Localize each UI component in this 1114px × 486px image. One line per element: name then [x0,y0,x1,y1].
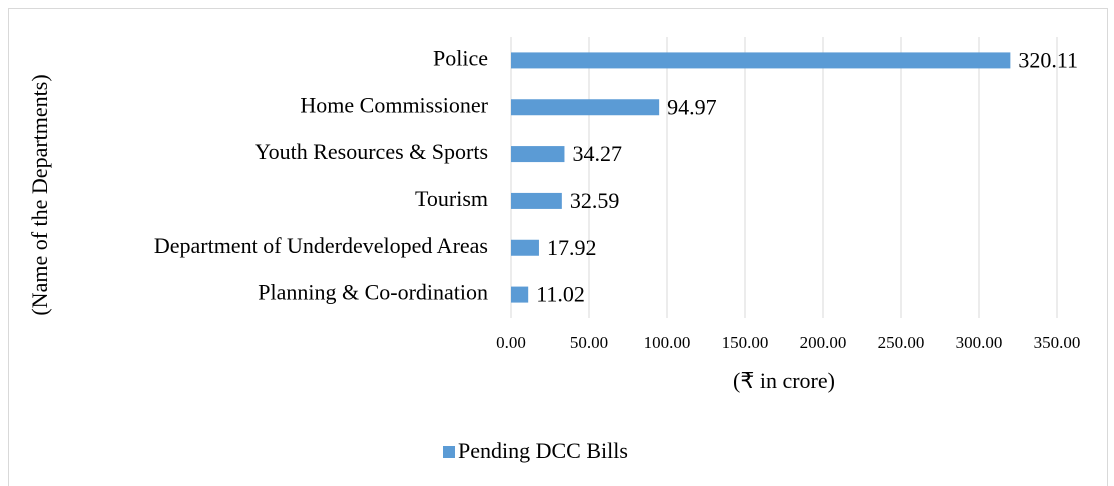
x-tick-label: 0.00 [496,333,526,352]
bar [511,239,539,256]
x-tick-label: 50.00 [570,333,608,352]
chart-frame [8,8,1108,486]
data-label: 34.27 [572,141,622,166]
y-tick-label: Tourism [415,186,488,211]
x-tick-label: 150.00 [722,333,769,352]
y-tick-label: Youth Resources & Sports [255,139,488,164]
bar [511,192,562,209]
y-tick-label: Planning & Co-ordination [258,280,488,305]
x-tick-label: 250.00 [878,333,925,352]
data-label: 17.92 [547,235,597,260]
data-label: 11.02 [536,282,585,307]
x-tick-label: 300.00 [956,333,1003,352]
x-tick-label: 350.00 [1034,333,1081,352]
x-axis-label: (₹ in crore) [733,368,835,393]
x-tick-label: 100.00 [644,333,691,352]
bar [511,52,1011,69]
x-tick-label: 200.00 [800,333,847,352]
bar [511,146,565,163]
y-tick-label: Department of Underdeveloped Areas [154,233,488,258]
data-label: 320.11 [1018,47,1078,72]
bar [511,286,529,303]
y-tick-label: Police [433,45,488,70]
legend-swatch [443,446,455,458]
legend-label: Pending DCC Bills [458,438,628,463]
data-label: 32.59 [570,188,620,213]
y-tick-label: Home Commissioner [300,92,488,117]
bar [511,99,660,116]
y-axis-label: (Name of the Departments) [27,74,52,315]
data-label: 94.97 [667,94,717,119]
